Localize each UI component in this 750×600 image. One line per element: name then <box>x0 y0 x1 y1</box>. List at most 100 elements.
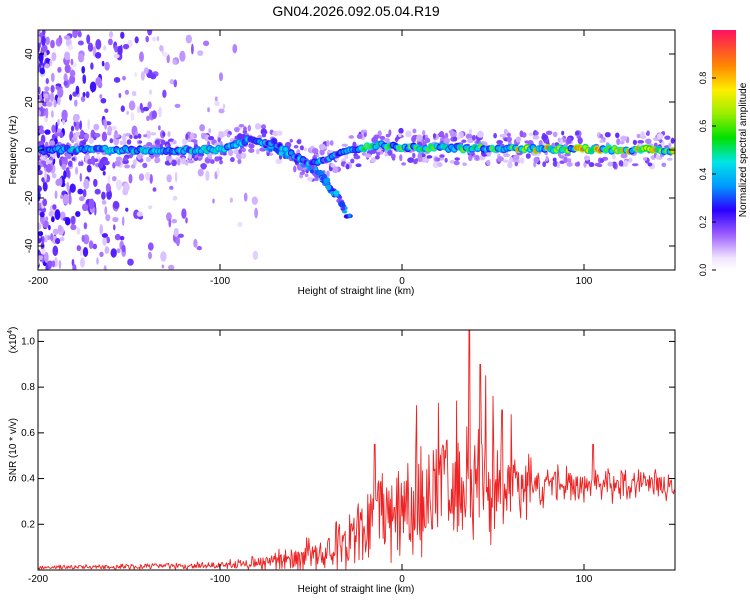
heatmap-cell-1026 <box>122 156 128 162</box>
heatmap-cell-1091 <box>39 156 46 161</box>
heatmap-cell-223 <box>113 224 116 231</box>
heatmap-cell-282 <box>38 222 42 230</box>
heatmap-cell-429 <box>89 81 97 93</box>
heatmap-cell-614 <box>326 170 330 178</box>
heatmap-cell-373 <box>43 51 47 58</box>
heatmap-cell-437 <box>121 216 125 227</box>
heatmap-cell-1363 <box>325 184 332 190</box>
heatmap-cell-393 <box>102 171 106 176</box>
heatmap-cell-1199 <box>506 132 512 137</box>
heatmap-cell-462 <box>56 128 62 133</box>
heatmap-cell-164 <box>57 66 62 73</box>
heatmap-cell-127 <box>94 188 101 195</box>
heatmap-cell-197 <box>99 251 104 258</box>
heatmap-cell-433 <box>50 85 55 93</box>
heatmap-cell-719 <box>74 131 81 137</box>
heatmap-cell-1203 <box>98 162 104 169</box>
snr-xtick-label-0: -200 <box>28 574 48 585</box>
heatmap-cell-466 <box>108 31 114 38</box>
heatmap-cell-456 <box>114 44 118 53</box>
heatmap-cell-41 <box>45 36 50 46</box>
heatmap-cell-882 <box>154 157 161 163</box>
heatmap-cell-216 <box>167 264 175 270</box>
heatmap-cell-362 <box>75 166 79 175</box>
heatmap-cell-1354 <box>322 173 328 180</box>
heatmap-cell-32 <box>134 36 139 44</box>
heatmap-cell-417 <box>38 36 42 44</box>
heatmap-cell-849 <box>453 160 460 166</box>
heatmap-cell-269 <box>207 107 210 113</box>
heatmap-cell-381 <box>69 74 76 84</box>
heatmap-cell-1164 <box>583 155 590 161</box>
heatmap-cell-438 <box>45 216 49 221</box>
heatmap-cell-280 <box>179 50 186 62</box>
heatmap-cell-1070 <box>423 158 430 163</box>
heatmap-cell-285 <box>168 218 172 228</box>
spectrogram-ylabel: Frequency (Hz) <box>8 116 19 185</box>
heatmap-cell-1532 <box>271 138 277 144</box>
heatmap-cell-1051 <box>230 157 235 163</box>
heatmap-cell-355 <box>41 44 48 53</box>
heatmap-cell-722 <box>467 137 474 144</box>
colorbar-ticks: 0.0 0.2 0.4 0.6 0.8 <box>698 72 716 276</box>
heatmap-cell-378 <box>145 130 152 139</box>
heatmap-cell-651 <box>444 157 448 163</box>
heatmap-cell-1349 <box>339 201 346 208</box>
heatmap-cell-374 <box>96 257 99 265</box>
heatmap-cell-936 <box>207 135 215 141</box>
heatmap-cell-576 <box>142 162 148 169</box>
heatmap-cell-487 <box>101 131 108 142</box>
heatmap-cell-533 <box>80 161 84 166</box>
heatmap-cell-465 <box>43 93 49 99</box>
heatmap-cell-1361 <box>333 190 340 195</box>
heatmap-cell-1195 <box>45 159 53 164</box>
snr-ytick-label-0: 0.2 <box>21 519 35 530</box>
heatmap-cell-490 <box>88 198 95 210</box>
heatmap-cell-1110 <box>542 161 547 168</box>
heatmap-cell-296 <box>158 125 161 131</box>
heatmap-cell-697 <box>260 124 267 130</box>
heatmap-cell-230 <box>64 64 71 74</box>
heatmap-cell-214 <box>57 96 61 106</box>
heatmap-cell-1170 <box>200 132 206 140</box>
heatmap-cell-648 <box>348 135 355 139</box>
heatmap-cell-691 <box>559 160 565 164</box>
heatmap-cell-430 <box>45 264 49 270</box>
heatmap-cell-1184 <box>171 159 177 167</box>
heatmap-cell-206 <box>222 103 226 110</box>
heatmap-cell-424 <box>45 164 52 173</box>
heatmap-cell-188 <box>146 115 150 122</box>
heatmap-cell-618 <box>454 157 460 161</box>
colorbar-tick-label-2: 0.4 <box>698 168 708 181</box>
heatmap-cell-1112 <box>364 153 372 158</box>
heatmap-cell-500 <box>81 65 86 74</box>
heatmap-cell-24 <box>69 183 76 193</box>
heatmap-cell-397 <box>64 217 71 226</box>
heatmap-cell-480 <box>128 173 133 184</box>
heatmap-cell-326 <box>166 174 172 183</box>
heatmap-cell-1044 <box>612 152 616 160</box>
heatmap-cell-279 <box>113 54 120 59</box>
heatmap-cell-222 <box>104 246 110 254</box>
heatmap-cell-1207 <box>656 133 664 140</box>
heatmap-cell-401 <box>63 80 68 87</box>
heatmap-cell-862 <box>350 158 355 164</box>
heatmap-cell-304 <box>77 53 85 63</box>
heatmap-cell-910 <box>247 124 251 132</box>
heatmap-cell-344 <box>99 224 104 235</box>
heatmap-cell-307 <box>55 85 60 90</box>
heatmap-cell-172 <box>94 51 102 59</box>
heatmap-cell-316 <box>218 108 225 114</box>
heatmap-cell-382 <box>67 44 74 51</box>
heatmap-cell-463 <box>76 227 81 235</box>
heatmap-cell-833 <box>596 163 603 168</box>
heatmap-cell-518 <box>631 163 639 167</box>
heatmap-cell-82 <box>51 110 54 118</box>
heatmap-cell-1080 <box>119 140 124 146</box>
heatmap-cell-975 <box>38 140 45 146</box>
heatmap-cell-239 <box>52 204 57 210</box>
heatmap-cell-1151 <box>575 130 580 136</box>
heatmap-cell-1109 <box>293 144 299 149</box>
heatmap-cell-1018 <box>160 139 166 146</box>
heatmap-cell-1085 <box>576 161 580 167</box>
